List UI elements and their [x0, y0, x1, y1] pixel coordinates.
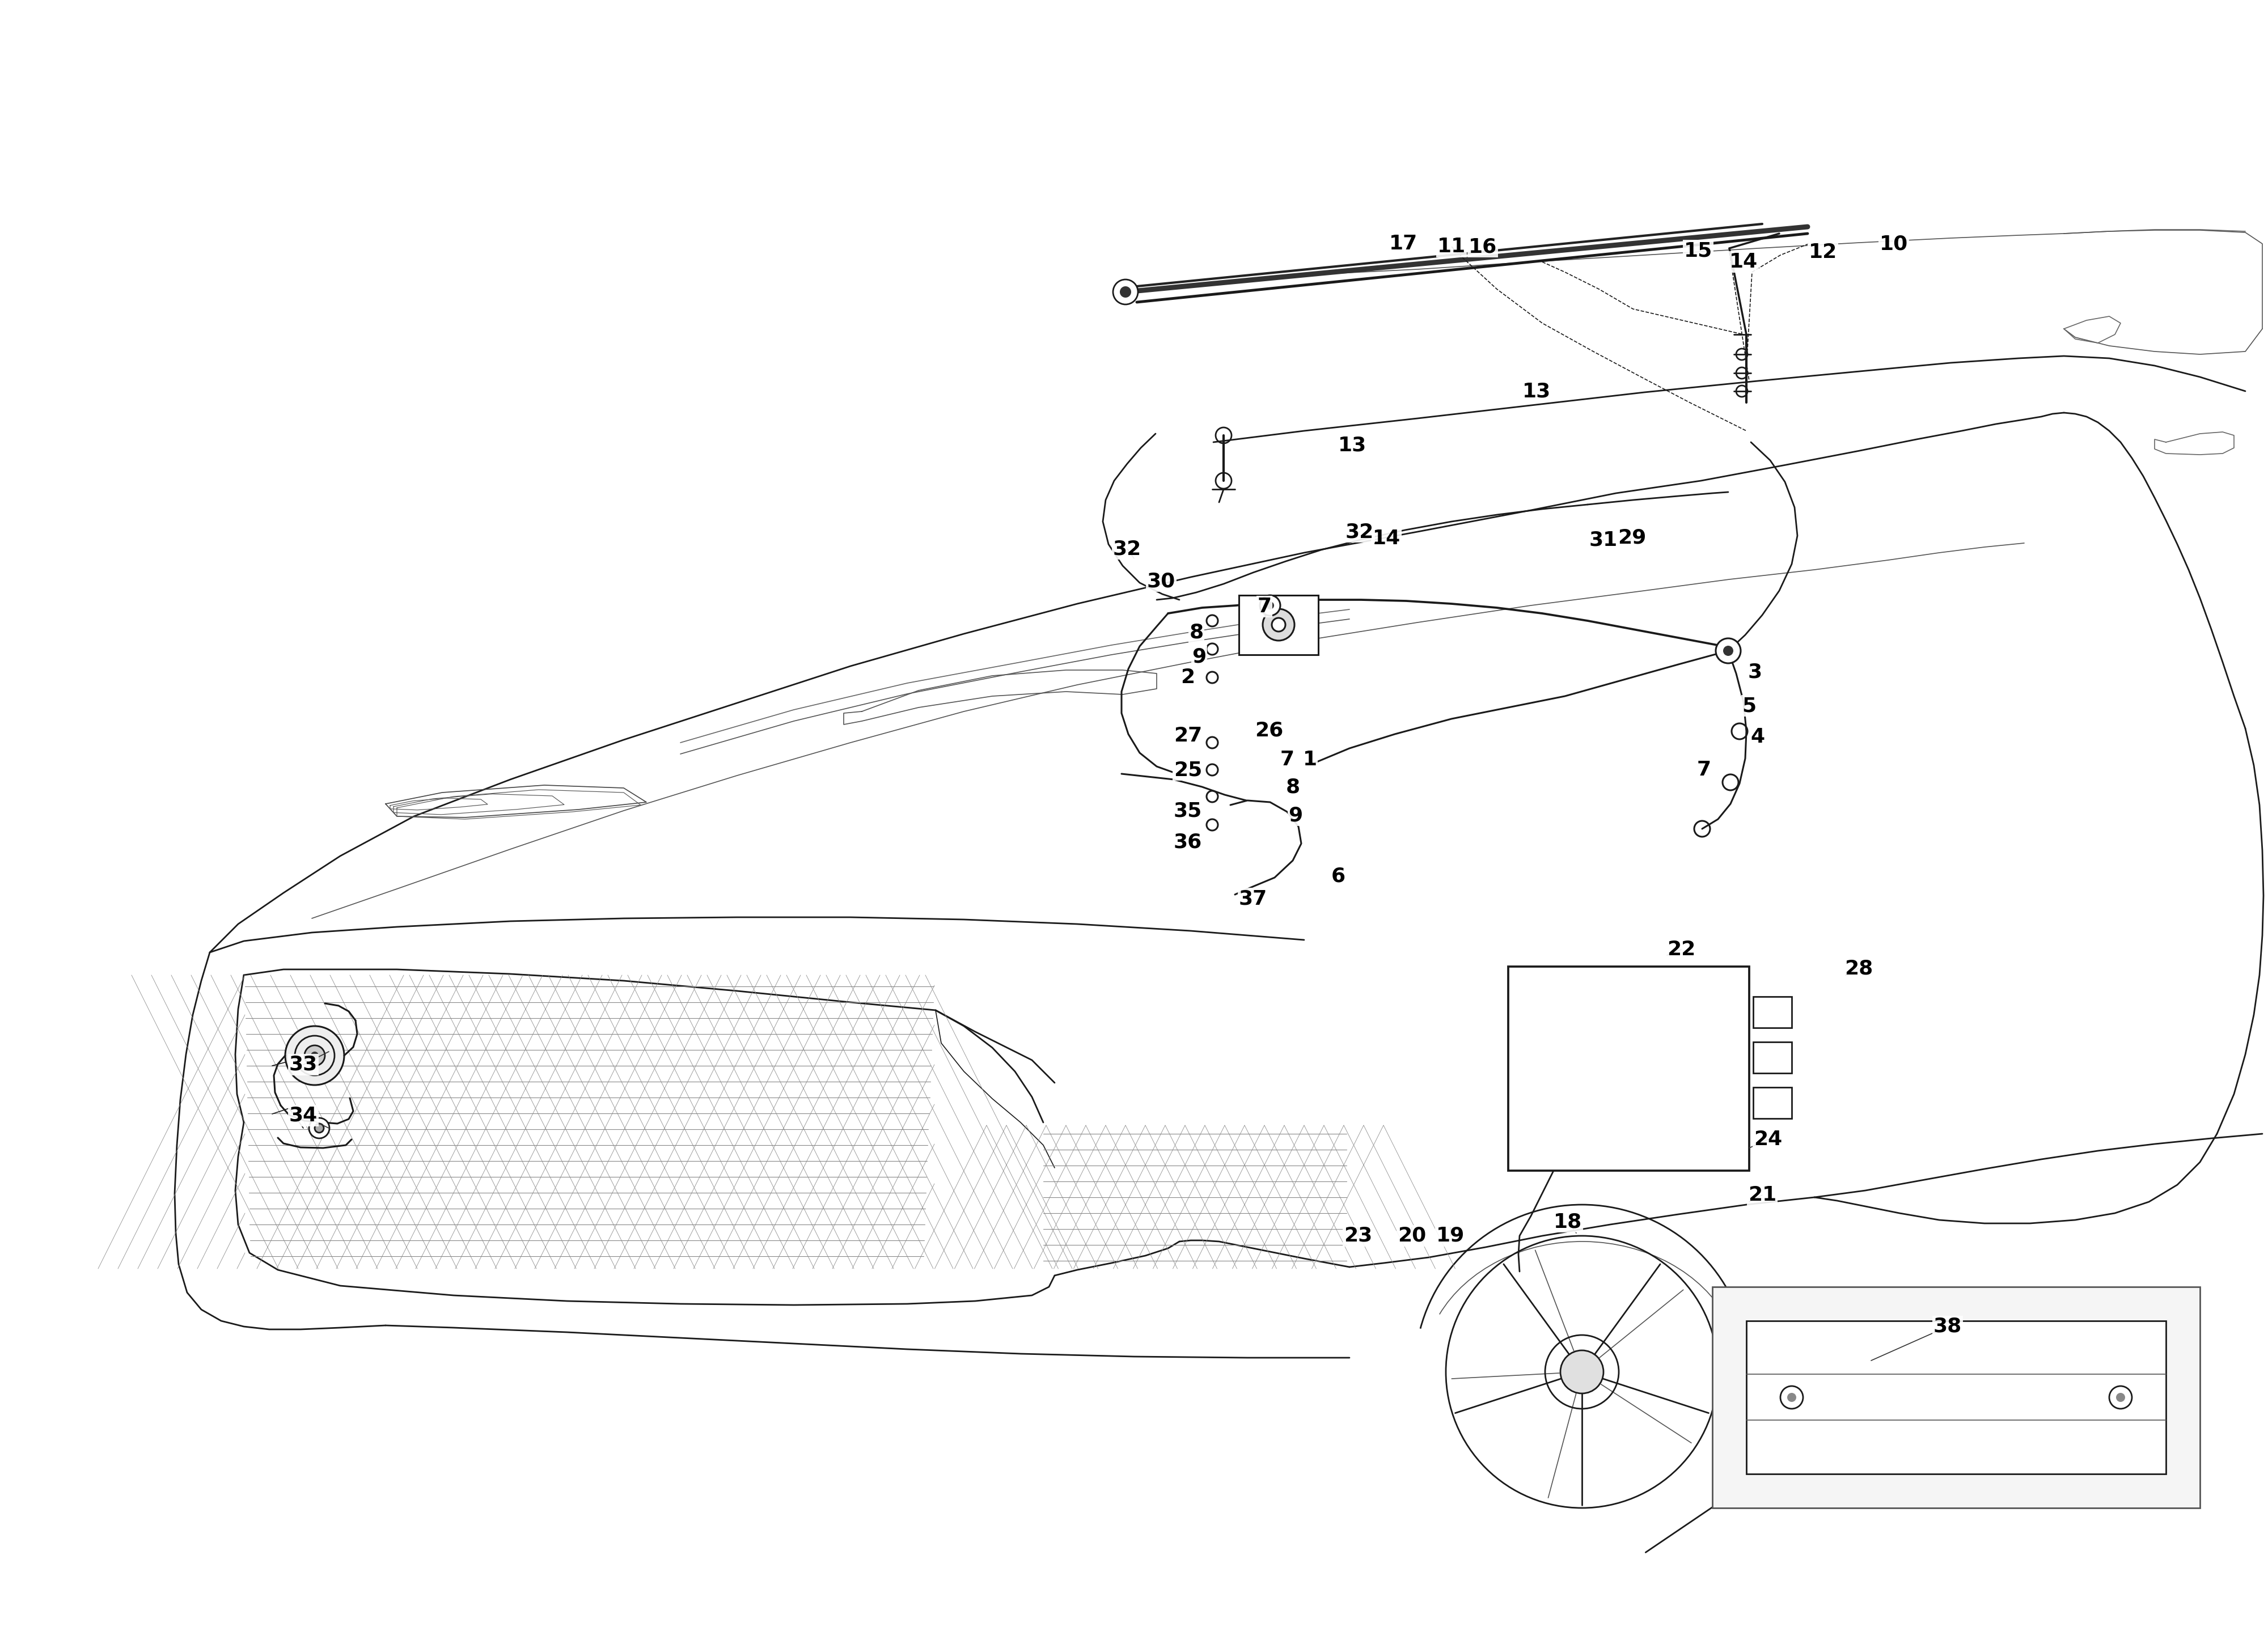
Circle shape: [286, 1026, 345, 1085]
Text: 16: 16: [1467, 237, 1497, 256]
Text: 10: 10: [1880, 233, 1907, 253]
Text: 6: 6: [1331, 866, 1345, 886]
Text: 14: 14: [1728, 252, 1758, 271]
Text: 2: 2: [1182, 667, 1195, 687]
Circle shape: [1263, 608, 1295, 641]
Circle shape: [1560, 1350, 1603, 1394]
Bar: [1746, 1320, 2166, 1475]
Text: 29: 29: [1617, 528, 1647, 547]
Circle shape: [1724, 646, 1733, 656]
Bar: [1238, 595, 1318, 654]
Text: 27: 27: [1173, 727, 1202, 745]
Circle shape: [1261, 595, 1279, 615]
Text: 4: 4: [1751, 727, 1765, 746]
Bar: [1753, 1042, 1792, 1074]
Text: 37: 37: [1238, 889, 1268, 907]
Text: 17: 17: [1388, 233, 1417, 253]
Circle shape: [311, 1052, 318, 1059]
Text: 18: 18: [1554, 1212, 1583, 1231]
Bar: [1508, 967, 1749, 1171]
Text: 13: 13: [1338, 436, 1368, 455]
Bar: [1753, 996, 1792, 1028]
Circle shape: [1787, 1392, 1796, 1402]
Text: 25: 25: [1173, 760, 1202, 779]
Text: 38: 38: [1932, 1317, 1962, 1337]
Circle shape: [1272, 618, 1286, 631]
Text: 22: 22: [1667, 940, 1696, 958]
Text: 20: 20: [1397, 1226, 1427, 1246]
Text: 1: 1: [1302, 750, 1318, 769]
Text: 13: 13: [1522, 381, 1551, 401]
Text: 26: 26: [1254, 720, 1284, 740]
Circle shape: [1717, 638, 1742, 663]
Text: 32: 32: [1345, 523, 1374, 541]
Circle shape: [1266, 602, 1275, 610]
Text: 35: 35: [1173, 801, 1202, 820]
Text: 8: 8: [1286, 778, 1300, 796]
Bar: [1753, 1087, 1792, 1118]
Circle shape: [308, 1118, 329, 1138]
Text: 3: 3: [1749, 663, 1762, 681]
Text: 14: 14: [1372, 529, 1402, 547]
Text: 7: 7: [1279, 750, 1295, 769]
Text: 15: 15: [1683, 242, 1712, 260]
Text: 5: 5: [1742, 695, 1755, 715]
Circle shape: [2116, 1392, 2125, 1402]
Text: 31: 31: [1590, 529, 1617, 549]
Text: 24: 24: [1753, 1129, 1783, 1149]
Text: 36: 36: [1173, 832, 1202, 852]
Circle shape: [1114, 279, 1139, 304]
Text: 19: 19: [1436, 1226, 1465, 1246]
Text: 7: 7: [1696, 760, 1710, 779]
Text: 33: 33: [288, 1055, 318, 1074]
Circle shape: [315, 1123, 324, 1133]
Text: 7: 7: [1256, 597, 1272, 616]
Text: 30: 30: [1148, 572, 1175, 590]
Text: 32: 32: [1114, 539, 1141, 559]
Text: 9: 9: [1193, 646, 1207, 666]
Text: 11: 11: [1438, 237, 1465, 256]
Circle shape: [304, 1046, 324, 1065]
Text: 23: 23: [1343, 1226, 1372, 1246]
Circle shape: [1120, 286, 1132, 298]
Text: 8: 8: [1188, 623, 1204, 641]
Text: 21: 21: [1749, 1185, 1776, 1205]
Bar: [1712, 1287, 2200, 1508]
Text: 9: 9: [1288, 806, 1302, 825]
Text: 12: 12: [1808, 243, 1837, 261]
Text: 28: 28: [1844, 958, 1873, 978]
Text: 34: 34: [288, 1106, 318, 1124]
